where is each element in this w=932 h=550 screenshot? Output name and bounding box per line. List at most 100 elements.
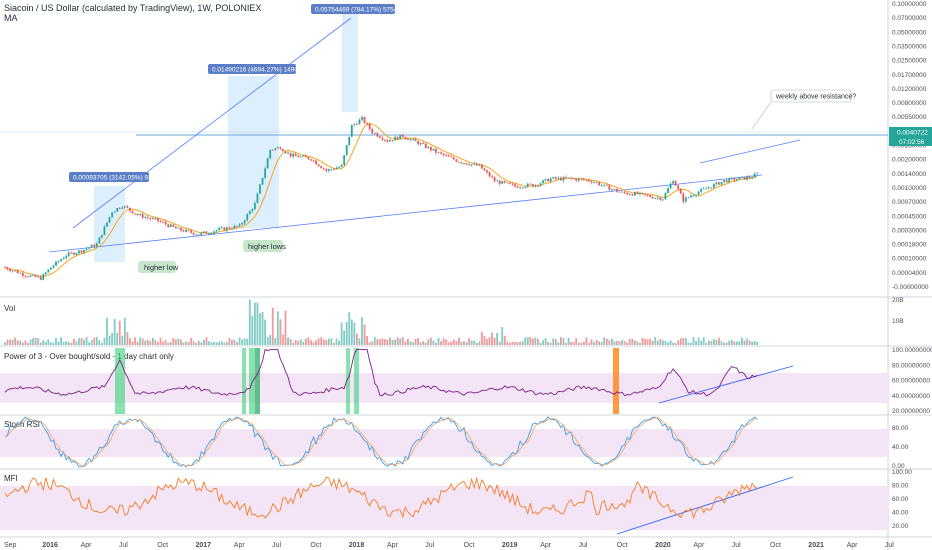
volume-bar bbox=[254, 302, 256, 345]
candle-body bbox=[605, 184, 608, 186]
volume-bar bbox=[394, 339, 397, 345]
volume-bar bbox=[488, 337, 491, 345]
volume-bar bbox=[294, 340, 297, 345]
candle-body bbox=[24, 275, 27, 277]
candle-body bbox=[539, 183, 542, 186]
volume-bar bbox=[299, 339, 302, 345]
volume-bar bbox=[276, 311, 279, 345]
last-price-text: 0.0040722 bbox=[897, 130, 928, 137]
candle-body bbox=[348, 136, 351, 146]
candle-body bbox=[50, 267, 52, 270]
candle-body bbox=[534, 184, 537, 187]
candle-body bbox=[32, 274, 34, 276]
candle-body bbox=[236, 225, 238, 227]
candle-body bbox=[697, 191, 700, 195]
volume-bar bbox=[493, 337, 496, 345]
candle-body bbox=[108, 217, 111, 223]
time-tick-label: Apr bbox=[387, 542, 399, 549]
volume-bar bbox=[361, 317, 363, 345]
candle-body bbox=[366, 123, 368, 124]
candle-body bbox=[590, 181, 593, 183]
volume-bar bbox=[251, 315, 254, 345]
volume-bar bbox=[442, 338, 445, 345]
volume-bar bbox=[746, 338, 748, 345]
volume-bar bbox=[728, 340, 731, 345]
volume-bar bbox=[335, 338, 338, 345]
candle-body bbox=[297, 155, 300, 158]
volume-bar bbox=[264, 319, 266, 345]
candle-body bbox=[37, 276, 40, 278]
volume-bar bbox=[626, 342, 629, 345]
volume-bar bbox=[177, 338, 180, 345]
candle-body bbox=[78, 250, 80, 254]
volume-bar bbox=[72, 338, 75, 345]
volume-bar bbox=[215, 342, 218, 345]
volume-bar bbox=[302, 341, 305, 345]
volume-bar bbox=[330, 338, 333, 345]
volume-bar bbox=[42, 340, 45, 345]
volume-bar bbox=[315, 340, 317, 345]
volume-bar bbox=[60, 337, 62, 345]
candle-body bbox=[139, 214, 142, 216]
candle-body bbox=[205, 231, 208, 234]
candle-body bbox=[195, 234, 198, 236]
candle-body bbox=[521, 187, 524, 189]
volume-bar bbox=[590, 339, 593, 345]
volume-bar bbox=[677, 340, 680, 345]
candle-body bbox=[129, 207, 131, 211]
note-resistance: weekly above resistance? bbox=[751, 89, 856, 130]
volume-bar bbox=[340, 322, 343, 345]
candle-body bbox=[276, 147, 279, 149]
volume-bar bbox=[585, 337, 588, 345]
candle-body bbox=[254, 203, 256, 210]
volume-bar bbox=[126, 332, 129, 345]
volume-bar bbox=[241, 339, 244, 345]
price-tick-label: 0.00030000 bbox=[892, 227, 927, 234]
last-price-tag: 0.0040722 bbox=[889, 127, 932, 137]
volume-bar bbox=[118, 320, 121, 345]
callout-rally-2: 0.01490216 (4694.27%) 1490216 bbox=[208, 64, 309, 74]
candle-body bbox=[509, 182, 511, 184]
candle-body bbox=[246, 214, 249, 221]
candle-body bbox=[338, 166, 340, 168]
candle-body bbox=[659, 197, 662, 201]
volume-bar bbox=[516, 341, 519, 345]
volume-bar bbox=[279, 319, 282, 345]
volume-bar bbox=[463, 341, 465, 345]
volume-bar bbox=[605, 338, 608, 345]
price-tick-label: 0.00004000 bbox=[892, 270, 927, 277]
volume-bar bbox=[432, 340, 435, 345]
price-tick-label: -0.00000000 bbox=[892, 284, 929, 291]
time-tick-label: Jul bbox=[885, 542, 894, 549]
volume-bar bbox=[560, 337, 562, 345]
volume-bar bbox=[756, 341, 759, 345]
volume-bar bbox=[572, 341, 575, 345]
time-tick-label: 2018 bbox=[349, 542, 365, 549]
candle-body bbox=[450, 156, 453, 158]
volume-bar bbox=[562, 337, 565, 345]
volume-bar bbox=[730, 339, 733, 345]
candle-body bbox=[486, 170, 488, 173]
p3-overbought-bar bbox=[255, 348, 260, 414]
volume-bar bbox=[67, 341, 70, 345]
stoch-tick-label: 80.00 bbox=[892, 425, 909, 432]
volume-bar bbox=[537, 338, 539, 345]
volume-bar bbox=[697, 337, 700, 345]
price-tick-label: 0.00100000 bbox=[892, 185, 927, 192]
volume-bar bbox=[458, 337, 460, 345]
volume-bar bbox=[95, 337, 98, 345]
candle-body bbox=[279, 147, 282, 150]
volume-bar bbox=[409, 341, 412, 345]
candle-body bbox=[180, 227, 182, 231]
volume-bar bbox=[208, 341, 210, 345]
candle-body bbox=[292, 153, 295, 157]
candle-body bbox=[289, 152, 292, 157]
volume-bar bbox=[404, 341, 407, 345]
candle-body bbox=[274, 148, 277, 150]
callout-rally-1: 0.00093705 (3142.05%) 93705 bbox=[69, 172, 163, 182]
volume-bar bbox=[735, 341, 738, 345]
indicator-label: MA bbox=[4, 13, 18, 23]
volume-bar bbox=[358, 338, 361, 345]
candle-body bbox=[11, 270, 14, 272]
volume-bar bbox=[743, 340, 746, 345]
